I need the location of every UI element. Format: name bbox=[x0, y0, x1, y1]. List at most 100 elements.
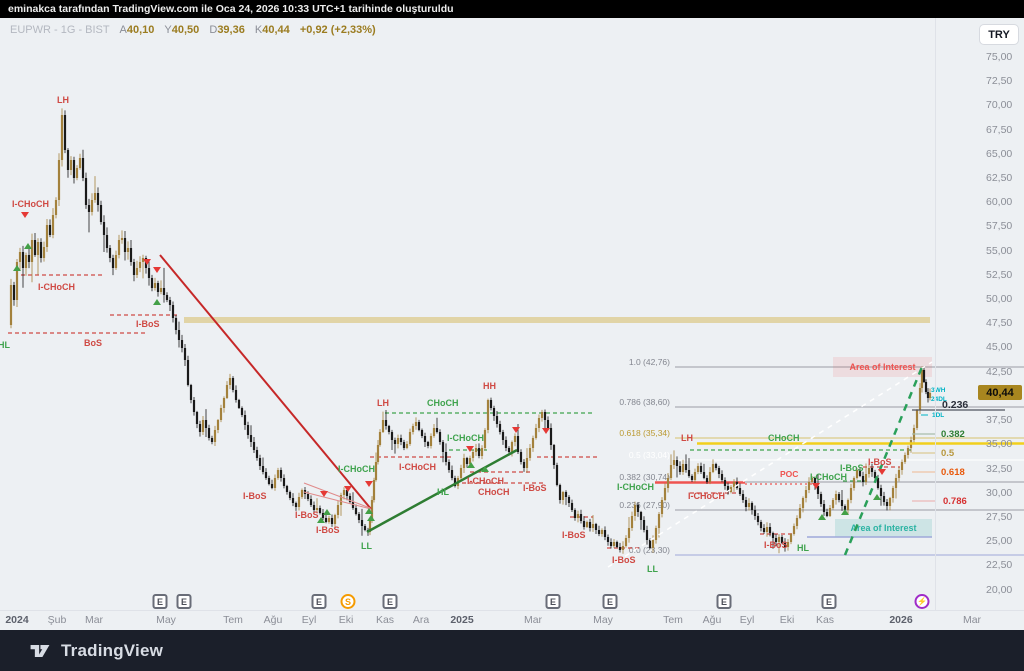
attribution-bar: eminakca tarafından TradingView.com ile … bbox=[0, 0, 1024, 18]
time-axis-label[interactable]: Tem bbox=[223, 614, 243, 626]
fib-level-label: 0.382 bbox=[941, 429, 965, 440]
earnings-icon[interactable]: E bbox=[716, 594, 732, 609]
structure-label: I-BoS bbox=[840, 463, 864, 473]
low-key: D bbox=[209, 24, 218, 36]
fib-level-label: 0.0 (23,30) bbox=[629, 545, 670, 555]
symbol-title[interactable]: EUPWR - 1G - BIST bbox=[10, 24, 110, 36]
fib-level-label: 0.618 bbox=[941, 467, 965, 478]
time-axis-label[interactable]: Mar bbox=[84, 614, 104, 626]
footer-bar: TradingView bbox=[0, 630, 1024, 671]
sell-marker-icon bbox=[466, 446, 474, 452]
earnings-icon[interactable]: E bbox=[545, 594, 561, 609]
price-tick: 67,50 bbox=[986, 124, 1013, 136]
time-axis-label[interactable]: 2025 bbox=[450, 614, 474, 626]
time-axis-label[interactable]: Ağu bbox=[702, 614, 722, 626]
earnings-icon[interactable]: E bbox=[821, 594, 837, 609]
time-axis-label[interactable]: Kas bbox=[815, 614, 835, 626]
fib-level-label: 1.0 (42,76) bbox=[629, 357, 670, 367]
fib-level-label: 0.236 (27,90) bbox=[619, 500, 670, 510]
trendline[interactable] bbox=[607, 361, 933, 568]
structure-label: LL bbox=[361, 541, 372, 551]
sell-marker-icon bbox=[365, 481, 373, 487]
buy-marker-icon bbox=[323, 509, 331, 515]
trendline[interactable] bbox=[303, 482, 371, 509]
sell-marker-icon bbox=[878, 469, 886, 475]
time-axis-label[interactable]: 2024 bbox=[5, 614, 29, 626]
time-axis-label[interactable]: May bbox=[593, 614, 613, 626]
symbol-legend[interactable]: EUPWR - 1G - BIST A40,10 Y40,50 D39,36 K… bbox=[10, 24, 376, 36]
price-tick: 57,50 bbox=[986, 220, 1013, 232]
sell-marker-icon bbox=[344, 486, 352, 492]
structure-label: I-CHoCH bbox=[399, 462, 436, 472]
fib-retracement-main: 1.0 (42,76) 0.786 (38,60) 0.618 (35,34) 0.5… bbox=[619, 357, 1024, 556]
time-axis-label[interactable]: Eki bbox=[779, 614, 795, 626]
change-value: +0,92 (+2,33%) bbox=[299, 24, 376, 36]
time-axis-label[interactable]: Eyl bbox=[739, 614, 755, 626]
split-icon[interactable]: S bbox=[340, 594, 356, 609]
structure-label: I-BoS bbox=[562, 530, 586, 540]
chart-area[interactable]: 1.0 (42,76) 0.786 (38,60) 0.618 (35,34) 0.5… bbox=[0, 18, 1024, 630]
time-axis-label[interactable]: Eki bbox=[338, 614, 354, 626]
trendlines bbox=[159, 254, 933, 568]
structure-label: I-BoS bbox=[868, 457, 892, 467]
time-axis-label[interactable]: May bbox=[156, 614, 176, 626]
low-value: 39,36 bbox=[217, 24, 245, 36]
fib-level-label: 0.382 (30,74) bbox=[619, 472, 670, 482]
earnings-icon[interactable]: E bbox=[602, 594, 618, 609]
fib-level-label: 0.786 (38,60) bbox=[619, 397, 670, 407]
structure-label: I-BoS bbox=[612, 555, 636, 565]
high-low-tag: 1DL bbox=[932, 412, 944, 419]
price-tick: 62,50 bbox=[986, 172, 1013, 184]
close-value: 40,44 bbox=[262, 24, 290, 36]
time-axis-label[interactable]: Ara bbox=[412, 614, 430, 626]
area-of-interest-box[interactable] bbox=[833, 357, 932, 377]
time-axis-label[interactable]: Mar bbox=[962, 614, 982, 626]
price-tick: 72,50 bbox=[986, 75, 1013, 87]
sell-marker-icon bbox=[512, 427, 520, 433]
earnings-icon[interactable]: E bbox=[152, 594, 168, 609]
earnings-icon[interactable]: E bbox=[382, 594, 398, 609]
price-tick: 32,50 bbox=[986, 463, 1013, 475]
time-axis-label[interactable]: Kas bbox=[375, 614, 395, 626]
earnings-icon[interactable]: E bbox=[176, 594, 192, 609]
structure-label: I-CHoCH bbox=[617, 482, 654, 492]
trendline[interactable] bbox=[843, 366, 924, 556]
structure-label: I-CHoCH bbox=[688, 491, 725, 501]
price-tick: 37,50 bbox=[986, 414, 1013, 426]
time-axis-label[interactable]: Ağu bbox=[263, 614, 283, 626]
high-low-tag: 3WH bbox=[931, 387, 946, 394]
structure-label: I-CHoCH bbox=[12, 199, 49, 209]
time-axis-label[interactable]: Tem bbox=[663, 614, 683, 626]
fib-level-label: 0.5 bbox=[941, 448, 955, 459]
trendline[interactable] bbox=[303, 491, 372, 510]
price-tick: 45,00 bbox=[986, 341, 1013, 353]
price-tick: 35,00 bbox=[986, 438, 1013, 450]
areas-of-interest: Area of Interest Area of Interest bbox=[833, 357, 932, 537]
open-value: 40,10 bbox=[126, 24, 155, 36]
tradingview-logo-icon bbox=[30, 644, 50, 657]
time-axis-label[interactable]: Eyl bbox=[301, 614, 317, 626]
earnings-icon[interactable]: E bbox=[311, 594, 327, 609]
upcoming-icon[interactable]: ⚡ bbox=[914, 594, 930, 609]
trendline[interactable] bbox=[159, 254, 372, 510]
area-of-interest-box[interactable] bbox=[835, 519, 932, 537]
time-axis-label[interactable]: 2026 bbox=[889, 614, 913, 626]
poc-line: POC bbox=[655, 469, 815, 485]
high-low-tags: 3WH 24DL 1DL bbox=[921, 387, 947, 419]
currency-toggle-button[interactable]: TRY bbox=[980, 25, 1018, 44]
structure-label: LH bbox=[681, 433, 693, 443]
time-axis-label[interactable]: Mar bbox=[523, 614, 543, 626]
structure-label: LL bbox=[647, 564, 658, 574]
price-tick: 50,00 bbox=[986, 293, 1013, 305]
structure-label: I-BoS bbox=[295, 510, 319, 520]
structure-label: BoS bbox=[84, 338, 102, 348]
structure-label: CHoCH bbox=[478, 487, 510, 497]
fib-level-label: 0.786 bbox=[943, 496, 967, 507]
time-axis-label[interactable]: Şub bbox=[47, 614, 67, 626]
structure-label: HL bbox=[0, 340, 10, 350]
trendline[interactable] bbox=[366, 448, 518, 534]
price-tick: 42,50 bbox=[986, 366, 1013, 378]
fib-level-label: 0.618 (35,34) bbox=[619, 428, 670, 438]
sell-marker-icon bbox=[812, 483, 820, 489]
gold-zone-band[interactable] bbox=[184, 317, 930, 323]
